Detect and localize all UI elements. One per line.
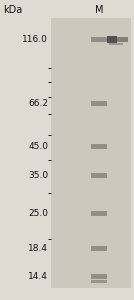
Text: 35.0: 35.0: [28, 171, 48, 180]
Text: 18.4: 18.4: [28, 244, 48, 253]
Text: 25.0: 25.0: [28, 209, 48, 218]
Text: 116.0: 116.0: [22, 35, 48, 44]
Text: kDa: kDa: [3, 5, 22, 15]
Text: 66.2: 66.2: [28, 99, 48, 108]
Text: M: M: [95, 5, 103, 15]
Text: 45.0: 45.0: [28, 142, 48, 152]
Text: 14.4: 14.4: [28, 272, 48, 281]
